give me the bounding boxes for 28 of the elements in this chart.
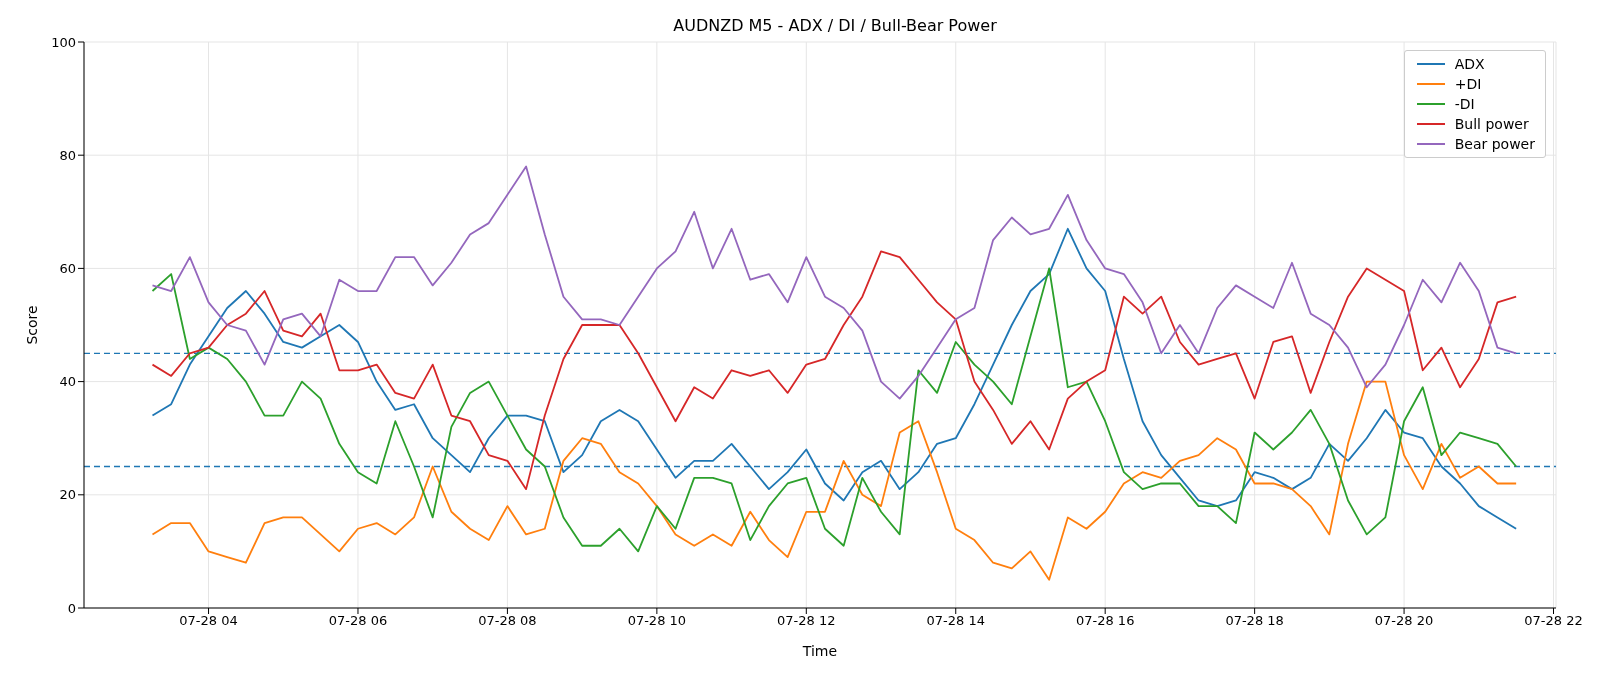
legend-label: Bull power [1454,115,1529,134]
x-tick-label: 07-28 06 [328,613,388,629]
legend-label: -DI [1454,95,1475,114]
line-series [151,267,1518,553]
line-series [151,380,1518,581]
chart-title: AUDNZD M5 - ADX / DI / Bull-Bear Power [672,16,998,35]
legend-label: +DI [1454,75,1482,94]
x-axis-title: Time [801,643,838,659]
x-tick-label: 07-28 14 [926,613,985,629]
y-tick-label: 100 [51,34,76,50]
x-tick-label: 07-28 20 [1374,613,1434,629]
line-series [151,250,1518,491]
x-tick-label: 07-28 18 [1225,613,1284,629]
x-tick-label: 07-28 10 [627,613,687,629]
y-axis-title: Score [23,305,40,345]
y-tick-label: 0 [67,600,76,616]
y-tick-label: 60 [59,261,76,277]
x-tick-label: 07-28 12 [777,613,836,629]
x-tick-label: 07-28 22 [1524,613,1583,629]
legend-label: ADX [1454,55,1485,74]
x-tick-label: 07-28 08 [478,613,537,629]
y-tick-label: 20 [59,487,76,503]
legend-label: Bear power [1454,135,1535,154]
x-tick-label: 07-28 04 [179,613,238,629]
x-tick-label: 07-28 16 [1075,613,1135,629]
y-tick-label: 40 [59,374,76,390]
y-tick-label: 80 [59,147,76,163]
line-series [151,165,1518,400]
